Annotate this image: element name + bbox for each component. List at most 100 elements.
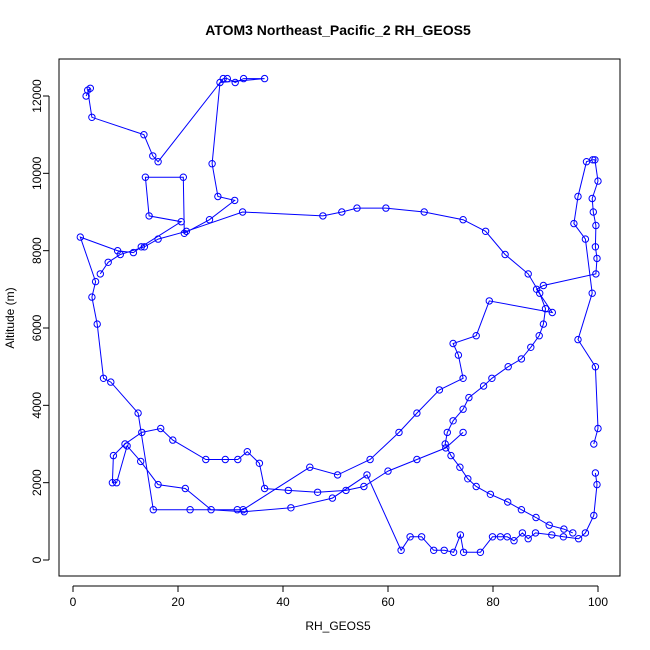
data-point [479,382,488,390]
data-point [240,508,248,516]
data-point [517,506,526,514]
data-point [574,335,582,344]
data-point [591,243,600,251]
data-point [208,160,216,168]
data-point [504,363,512,371]
data-point [465,393,473,402]
data-point [441,440,449,448]
data-point [588,194,596,203]
data-point [104,258,112,266]
data-point [531,529,540,537]
data-point [182,227,191,236]
data-point [581,529,590,537]
data-point [459,405,467,413]
data-point [134,409,142,417]
y-axis-title: Altitude (m) [3,287,17,348]
data-point [154,480,162,489]
data-point [472,332,480,340]
y-tick-label: 6000 [30,314,44,341]
data-point [435,386,444,394]
data-point [88,293,96,301]
data-point [141,173,150,181]
data-point [169,436,177,444]
data-point [181,484,190,493]
data-point [149,506,158,514]
y-tick-label: 4000 [30,392,44,419]
data-point [459,548,468,556]
data-point [476,548,485,556]
chart-title: ATOM3 Northeast_Pacific_2 RH_GEOS5 [205,22,471,38]
data-point [84,86,92,94]
data-point [582,158,591,166]
data-point [518,529,527,537]
data-point [454,351,463,359]
data-point [382,204,390,212]
data-point [593,254,601,263]
data-point [233,506,242,514]
data-point [384,467,392,475]
data-point [177,218,185,226]
data-point [535,332,543,340]
data-point [76,233,85,241]
data-point [420,208,428,216]
data-point [129,248,138,257]
data-point [186,506,194,514]
data-point [260,74,269,83]
x-axis-title: RH_GEOS5 [305,619,371,633]
data-point [592,270,600,278]
x-axis: 0 20 40 60 80 100 [70,585,608,609]
data-point [496,533,505,541]
data-point [179,173,188,181]
data-point [284,486,292,495]
data-point [112,479,121,487]
data-point [472,482,480,491]
data-point [234,455,242,464]
data-point [481,227,490,236]
data-point [137,457,145,466]
data-point [207,506,215,514]
data-point [590,511,598,520]
plot-area [76,74,602,556]
data-point [180,229,189,238]
data-point [456,463,464,471]
data-point [239,74,248,83]
data-point [306,463,314,471]
data-point [216,78,224,87]
x-tick-label: 100 [588,595,608,609]
data-point [588,289,596,297]
data-point [440,546,448,554]
data-point [328,494,337,502]
data-point [559,533,568,541]
data-point [231,196,239,205]
data-point [221,455,230,464]
data-point [109,451,118,460]
x-tick-label: 0 [70,595,77,609]
data-point [417,533,426,541]
data-point [459,216,467,224]
data-point [539,281,548,290]
data-point [93,320,101,328]
data-point [214,192,222,201]
data-point [413,455,421,464]
data-point [397,546,405,554]
data-point [594,177,602,185]
data-point [88,113,96,122]
data-point [591,156,599,164]
data-point [231,78,239,87]
data-point [157,424,165,433]
data-point [243,448,252,456]
data-point [140,243,149,251]
x-tick-label: 40 [276,595,290,609]
data-point [524,535,532,543]
data-point [594,424,602,433]
y-tick-label: 10000 [30,156,44,190]
data-point [548,531,556,539]
series-line [79,78,599,511]
data-point [108,479,117,487]
data-point [447,451,455,460]
data-point [287,504,295,512]
data-point [589,208,597,216]
data-point [338,208,346,216]
